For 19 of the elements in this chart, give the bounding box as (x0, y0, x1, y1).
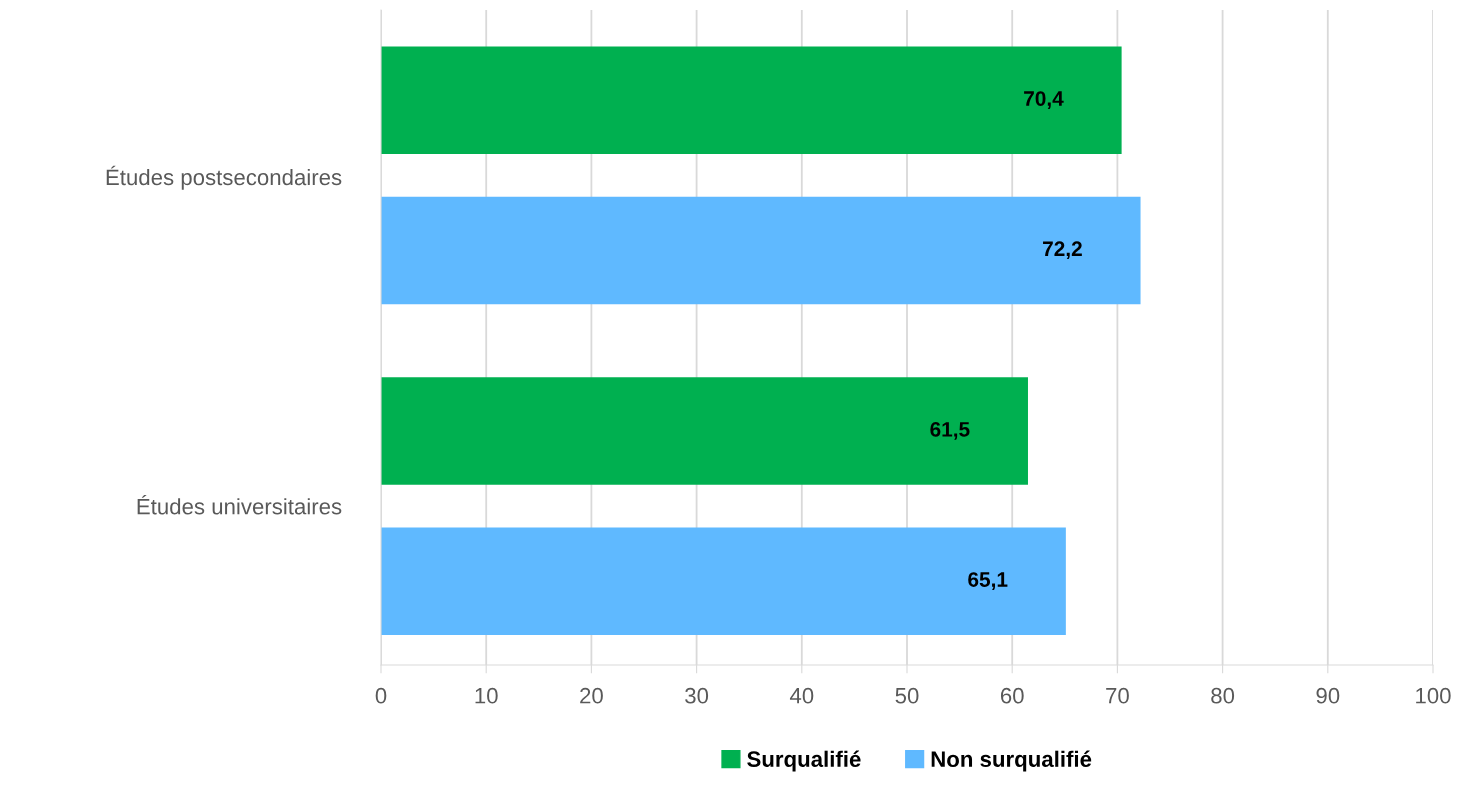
legend-label: Non surqualifié (931, 750, 1092, 772)
y-tick-label: Études universitaires (137, 494, 342, 515)
x-tick-label: 70 (1106, 687, 1129, 704)
data-label: 72,2 (1043, 241, 1082, 260)
x-tick-label: 40 (789, 687, 814, 704)
data-label: 61,5 (930, 421, 970, 440)
x-tick-label: 10 (475, 687, 498, 704)
x-tick-label: 30 (685, 687, 709, 704)
data-label: 70,4 (1024, 91, 1064, 109)
x-tick-label: 60 (1000, 687, 1024, 704)
x-tick-label: 100 (1416, 687, 1451, 704)
y-tick-label: Études postsecondaires (106, 165, 342, 190)
x-tick-label: 20 (580, 687, 603, 704)
data-label: 65,1 (968, 572, 1008, 590)
x-tick-label: 80 (1211, 687, 1235, 704)
x-tick-label: 0 (375, 687, 387, 704)
x-tick-label: 90 (1316, 687, 1340, 704)
x-tick-label: 50 (895, 687, 919, 704)
legend-label: Surqualifié (747, 750, 861, 772)
